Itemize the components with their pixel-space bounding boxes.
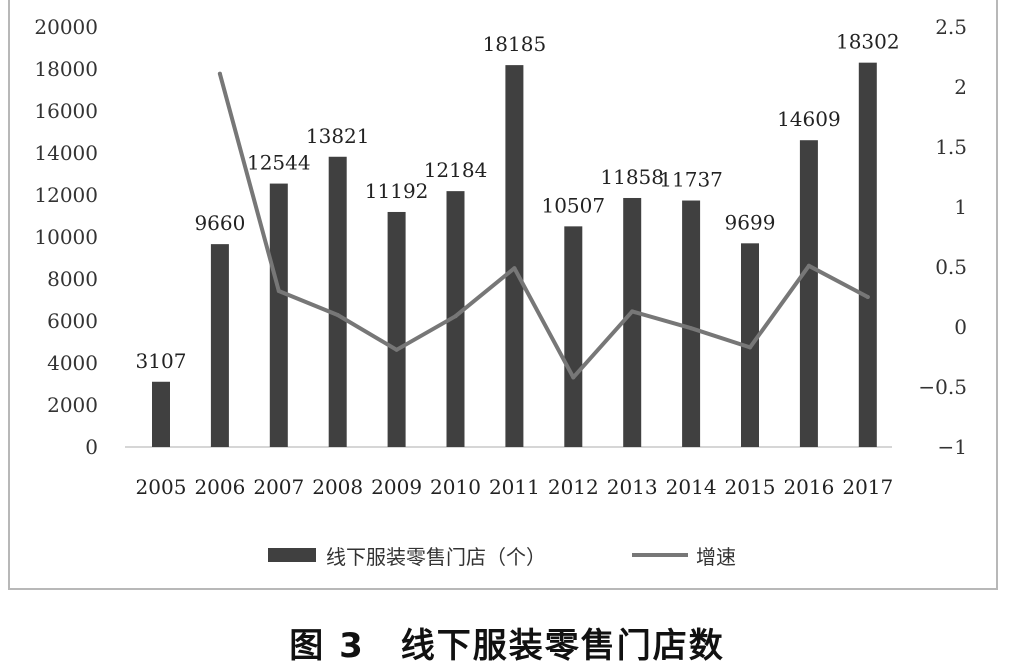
- right-tick-label: −0.5: [918, 375, 967, 399]
- bar-series: [152, 62, 877, 448]
- x-tick-label: 2015: [725, 475, 776, 499]
- bar: [269, 183, 288, 448]
- legend: 线下服装零售门店（个） 增速: [268, 545, 736, 569]
- legend-label-bar: 线下服装零售门店（个）: [326, 545, 546, 569]
- line-point: [217, 71, 222, 76]
- line-point: [276, 289, 281, 293]
- bar-data-label: 10507: [541, 193, 605, 217]
- x-tick-label: 2006: [194, 475, 245, 499]
- bar-data-label: 18185: [483, 32, 547, 56]
- line-point: [453, 314, 458, 319]
- line-point: [865, 295, 870, 299]
- right-axis: −1 −0.5 0 0.5 1 1.5 2 2.5: [918, 15, 967, 459]
- legend-swatch-bar: [268, 548, 316, 562]
- bar-data-label: 11192: [365, 179, 429, 203]
- left-axis: 0 2000 4000 6000 8000 10000 12000 14000 16000 180…: [34, 15, 98, 459]
- right-tick-label: 1: [954, 195, 967, 219]
- line-point: [394, 347, 399, 352]
- left-tick-label: 10000: [34, 225, 98, 249]
- bar: [210, 244, 229, 447]
- bar-data-label: 12184: [424, 158, 488, 182]
- bar: [682, 200, 701, 447]
- right-tick-label: 0.5: [935, 255, 967, 279]
- x-axis: 2005 2006 2007 2008 2009 2010 2011 2012 2013 2014…: [136, 475, 894, 499]
- bar: [505, 65, 524, 448]
- x-tick-label: 2005: [136, 475, 187, 499]
- growth-line: [217, 71, 870, 380]
- right-tick-label: 0: [954, 315, 967, 339]
- line-point: [512, 266, 517, 271]
- line-point: [806, 263, 811, 268]
- x-tick-label: 2007: [253, 475, 304, 499]
- x-tick-label: 2008: [312, 475, 363, 499]
- bar: [858, 62, 877, 448]
- left-tick-label: 8000: [47, 267, 98, 291]
- bar-data-label: 11858: [600, 165, 664, 189]
- left-tick-label: 16000: [34, 99, 98, 123]
- bar: [387, 211, 406, 447]
- line-point: [748, 345, 752, 350]
- left-tick-label: 14000: [34, 141, 98, 165]
- bar: [328, 156, 347, 447]
- bar-data-label: 11737: [659, 168, 723, 192]
- legend-label-line: 增速: [696, 545, 736, 569]
- line-point: [689, 326, 694, 331]
- x-tick-label: 2011: [489, 475, 540, 499]
- x-tick-label: 2009: [371, 475, 422, 499]
- line-point: [335, 313, 340, 317]
- bar: [564, 226, 583, 447]
- right-tick-label: 2.5: [935, 15, 967, 39]
- figure-caption: 图 3 线下服装零售门店数: [289, 626, 725, 666]
- x-tick-label: 2016: [783, 475, 834, 499]
- x-tick-label: 2012: [548, 475, 599, 499]
- left-tick-label: 0: [85, 435, 98, 459]
- x-tick-label: 2017: [842, 475, 893, 499]
- left-tick-label: 18000: [34, 57, 98, 81]
- right-tick-label: −1: [938, 435, 967, 459]
- line-series: [217, 71, 870, 380]
- left-tick-label: 12000: [34, 183, 98, 207]
- bar: [799, 140, 818, 447]
- chart-frame: [8, 0, 998, 590]
- left-tick-label: 4000: [47, 351, 98, 375]
- left-tick-label: 6000: [47, 309, 98, 333]
- line-point: [571, 375, 576, 380]
- right-tick-label: 1.5: [935, 135, 967, 159]
- combo-chart: 0 2000 4000 6000 8000 10000 12000 14000 16000 180…: [34, 15, 967, 569]
- right-tick-label: 2: [954, 75, 967, 99]
- line-point: [630, 309, 635, 314]
- x-tick-label: 2010: [430, 475, 481, 499]
- x-tick-label: 2013: [607, 475, 658, 499]
- bar: [623, 197, 642, 447]
- left-tick-label: 2000: [47, 393, 98, 417]
- bar-data-label: 13821: [306, 124, 370, 148]
- bar-data-label: 3107: [136, 349, 187, 373]
- bar-data-label: 9699: [725, 210, 776, 234]
- bar-data-label: 14609: [777, 107, 841, 131]
- x-tick-label: 2014: [666, 475, 717, 499]
- bar-data-label: 9660: [194, 211, 245, 235]
- bar-data-label: 18302: [836, 30, 900, 54]
- bar-data-label: 12544: [247, 151, 311, 175]
- bar: [446, 191, 465, 447]
- bar: [152, 381, 170, 447]
- left-tick-label: 20000: [34, 15, 98, 39]
